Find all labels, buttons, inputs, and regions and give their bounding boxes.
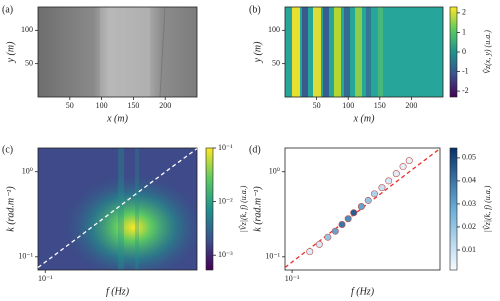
scatter-point xyxy=(344,215,352,223)
colorbar-tick-label: 0.03 xyxy=(462,199,476,208)
y-tick-label: 50 xyxy=(272,58,280,67)
x-tick-label: 10⁻¹ xyxy=(38,274,53,283)
y-axis-label: k (rad.m⁻¹) xyxy=(5,186,16,232)
y-tick-label: 10⁻¹ xyxy=(265,252,280,261)
panel-label: (a) xyxy=(2,4,13,15)
colorbar-tick-label: 0.01 xyxy=(462,245,476,254)
colorbar xyxy=(205,147,214,271)
x-axis-label: x (m) xyxy=(106,113,128,124)
y-tick-label: 10⁰ xyxy=(269,167,280,176)
colorbar-tick-label: 0.04 xyxy=(462,176,476,185)
scatter-point xyxy=(350,209,358,217)
plot-frame xyxy=(37,147,198,271)
colorbar xyxy=(449,147,458,271)
panel-b-image xyxy=(285,7,443,97)
scatter-point xyxy=(338,220,346,228)
x-tick-label: 200 xyxy=(159,101,171,110)
y-tick-label: 10⁻¹ xyxy=(18,252,33,261)
colorbar-label: V̂z(x, y) (u.a.) xyxy=(482,30,492,74)
y-tick-label: 50 xyxy=(25,58,33,67)
x-tick-label: 100 xyxy=(342,101,354,110)
fit-line xyxy=(37,148,198,269)
x-axis-label: f (Hz) xyxy=(351,286,375,297)
colorbar xyxy=(449,6,458,98)
scatter-point xyxy=(385,177,393,185)
colorbar-label: |V̂z|(k, f) (u.a.) xyxy=(482,185,492,232)
x-tick-label: 50 xyxy=(66,101,74,110)
x-tick-label: 50 xyxy=(313,101,321,110)
x-axis-label: f (Hz) xyxy=(106,286,130,297)
colorbar-label: |V̂z|(k, f) (u.a.) xyxy=(238,185,248,232)
x-tick-label: 150 xyxy=(374,101,386,110)
x-tick-label: 200 xyxy=(405,101,417,110)
y-tick-label: 100 xyxy=(268,25,280,34)
y-axis-label: y (m) xyxy=(252,41,263,63)
scatter-point xyxy=(364,196,372,204)
y-axis-label: y (m) xyxy=(5,41,16,63)
x-axis-label: x (m) xyxy=(353,113,375,124)
panel-label: (d) xyxy=(249,144,261,155)
scatter-point xyxy=(315,240,323,248)
colorbar-tick-label: -1 xyxy=(462,66,469,75)
colorbar-tick-label: 0 xyxy=(462,47,466,56)
colorbar-tick-label: 0.02 xyxy=(462,222,476,231)
panel-c-image xyxy=(38,148,197,270)
scatter-point xyxy=(306,248,314,256)
scatter-point xyxy=(324,233,332,241)
x-tick-label: 10⁻¹ xyxy=(285,274,300,283)
scatter-point xyxy=(331,227,339,235)
panel-label: (b) xyxy=(249,4,261,15)
plot-frame xyxy=(284,147,441,271)
colorbar-tick-label: 10⁻³ xyxy=(218,250,233,259)
scatter-point xyxy=(370,190,378,198)
scatter-point xyxy=(405,157,413,165)
x-tick-label: 100 xyxy=(96,101,108,110)
panel-a-image xyxy=(38,6,197,98)
colorbar-tick-label: -2 xyxy=(462,86,469,95)
y-axis-label: k (rad.m⁻¹) xyxy=(252,186,263,232)
scatter-point xyxy=(357,203,365,211)
x-tick-label: 150 xyxy=(127,101,139,110)
colorbar-tick-label: 2 xyxy=(462,8,466,17)
scatter-point xyxy=(378,184,386,192)
colorbar-tick-label: 10⁻¹ xyxy=(218,143,233,152)
plot-frame xyxy=(284,6,444,98)
scatter-point xyxy=(399,163,407,171)
y-tick-label: 100 xyxy=(21,25,33,34)
colorbar-tick-label: 1 xyxy=(462,27,466,36)
y-tick-label: 10⁰ xyxy=(22,167,33,176)
colorbar-tick-label: 10⁻² xyxy=(218,196,233,205)
scatter-point xyxy=(392,170,400,178)
plot-frame xyxy=(37,6,198,98)
colorbar-tick-label: 0.05 xyxy=(462,153,476,162)
panel-label: (c) xyxy=(2,144,13,155)
